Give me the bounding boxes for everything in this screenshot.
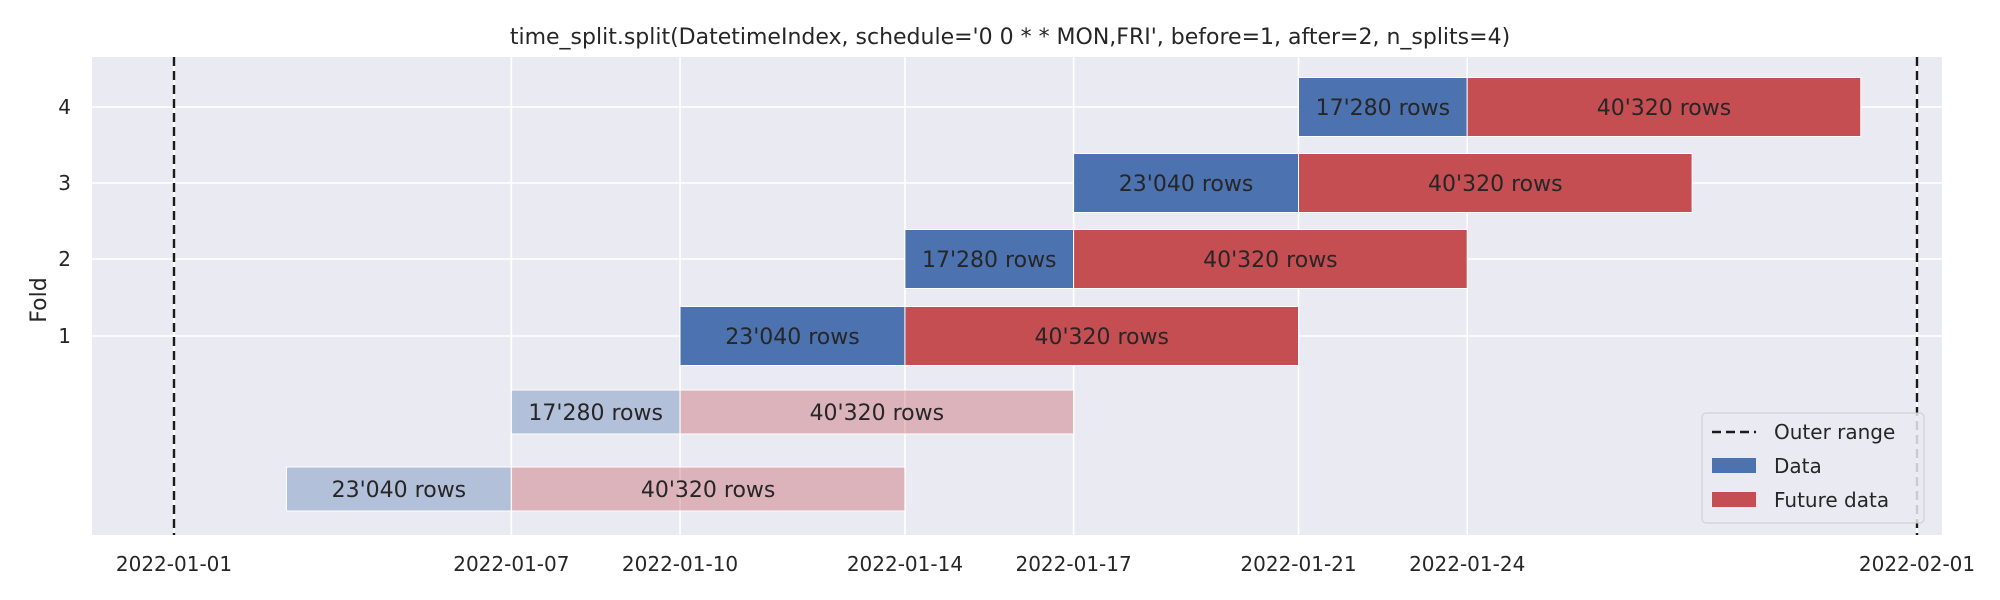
y-tick-label: 1 (58, 324, 71, 348)
data-bar (510, 389, 681, 435)
bar-label: 40'320 rows (1428, 172, 1563, 197)
x-tick-label: 2022-01-10 (622, 552, 738, 576)
legend-future-data-swatch (1712, 492, 1756, 507)
legend-entry-label: Future data (1774, 488, 1889, 512)
bar-label: 40'320 rows (810, 401, 945, 426)
bar-label: 40'320 rows (1203, 248, 1338, 273)
x-tick-label: 2022-02-01 (1859, 552, 1975, 576)
bar-label: 23'040 rows (1119, 172, 1254, 197)
y-tick-label: 3 (58, 171, 71, 195)
future-data-bar (904, 306, 1300, 366)
x-tick-label: 2022-01-01 (116, 552, 232, 576)
data-bar (904, 229, 1075, 289)
y-tick-label: 4 (58, 95, 71, 119)
legend-entry-label: Data (1774, 454, 1822, 478)
bar-label: 23'040 rows (332, 478, 467, 503)
y-tick-label: 2 (58, 247, 71, 271)
x-tick-labels: 2022-01-01 2022-01-07 2022-01-10 2022-01-14… (116, 552, 1975, 576)
data-bar (285, 466, 512, 512)
bar-label: 40'320 rows (1597, 96, 1732, 121)
y-tick-labels: 1 2 3 4 (58, 95, 71, 348)
data-bar (1073, 153, 1300, 213)
legend-entry-label: Outer range (1774, 420, 1895, 444)
y-axis-label: Fold (27, 277, 52, 322)
x-tick-label: 2022-01-14 (847, 552, 963, 576)
legend-data-swatch (1712, 458, 1756, 473)
bar-label: 17'280 rows (922, 248, 1057, 273)
future-data-bar (1073, 229, 1468, 289)
legend-box (1701, 412, 1925, 524)
bar-label: 17'280 rows (528, 401, 663, 426)
bars: 23'040 rows 40'320 rows 17'280 rows 40'320 … (285, 77, 1862, 512)
chart-title: time_split.split(DatetimeIndex, schedule… (510, 25, 1510, 50)
bar-label: 40'320 rows (1034, 325, 1169, 350)
future-data-bar (1298, 153, 1693, 213)
future-data-bar (510, 466, 906, 512)
future-data-bar (679, 389, 1075, 435)
x-tick-label: 2022-01-17 (1015, 552, 1131, 576)
x-tick-label: 2022-01-24 (1409, 552, 1525, 576)
x-tick-label: 2022-01-21 (1240, 552, 1356, 576)
future-data-bar (1466, 77, 1862, 137)
data-bar (1298, 77, 1468, 137)
legend: Outer range Data Future data (1701, 412, 1925, 524)
data-bar (679, 306, 906, 366)
bar-label: 17'280 rows (1316, 96, 1451, 121)
x-tick-label: 2022-01-07 (453, 552, 569, 576)
bar-label: 23'040 rows (725, 325, 860, 350)
bar-label: 40'320 rows (641, 478, 776, 503)
